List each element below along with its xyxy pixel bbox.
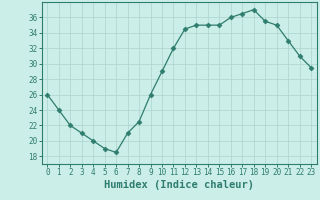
X-axis label: Humidex (Indice chaleur): Humidex (Indice chaleur)	[104, 180, 254, 190]
